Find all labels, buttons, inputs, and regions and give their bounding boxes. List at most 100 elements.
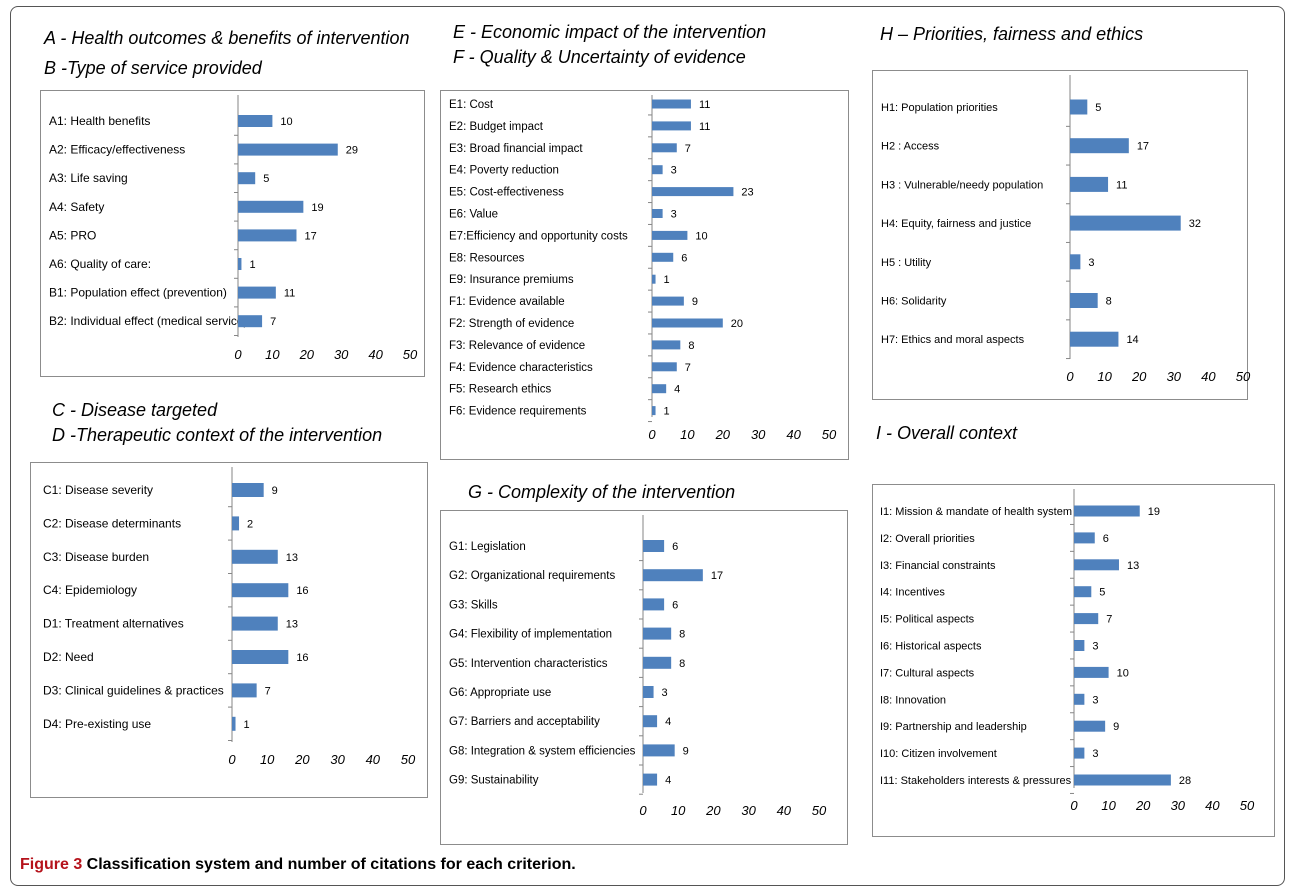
category-label: I6: Historical aspects bbox=[880, 641, 982, 653]
x-tick-label: 30 bbox=[1171, 798, 1186, 813]
bar bbox=[238, 172, 256, 185]
data-label: 14 bbox=[1126, 334, 1138, 346]
bar bbox=[232, 483, 264, 497]
bar bbox=[232, 683, 257, 698]
category-label: F1: Evidence available bbox=[449, 296, 565, 308]
bar bbox=[652, 121, 691, 131]
data-label: 28 bbox=[1179, 775, 1191, 787]
data-label: 9 bbox=[683, 745, 689, 757]
category-label: D3: Clinical guidelines & practices bbox=[43, 683, 224, 697]
category-label: H7: Ethics and moral aspects bbox=[881, 334, 1025, 346]
x-tick-label: 30 bbox=[1167, 369, 1182, 384]
data-label: 17 bbox=[711, 570, 723, 582]
category-label: G7: Barriers and acceptability bbox=[449, 716, 600, 728]
data-label: 6 bbox=[681, 252, 687, 264]
data-label: 11 bbox=[284, 288, 295, 300]
bar bbox=[1074, 747, 1085, 759]
figure-caption: Figure 3 Classification system and numbe… bbox=[20, 856, 576, 874]
bar bbox=[1070, 99, 1088, 115]
data-label: 5 bbox=[1095, 102, 1101, 114]
bar-chart-cd: C1: Disease severity 9 C2: Disease determi… bbox=[43, 467, 416, 767]
bar bbox=[1070, 138, 1129, 154]
category-label: I11: Stakeholders interests & pressures bbox=[880, 775, 1072, 787]
panel-title-a: A - Health outcomes & benefits of interv… bbox=[44, 28, 410, 48]
bar bbox=[652, 165, 663, 175]
bar bbox=[1070, 331, 1119, 347]
data-label: 16 bbox=[296, 585, 308, 597]
data-label: 1 bbox=[249, 259, 255, 271]
bar bbox=[643, 598, 665, 611]
category-label: E5: Cost-effectiveness bbox=[449, 187, 564, 199]
bar bbox=[643, 540, 665, 552]
data-label: 10 bbox=[280, 116, 292, 128]
data-label: 29 bbox=[346, 145, 358, 157]
bar bbox=[238, 143, 338, 156]
category-label: B1: Population effect (prevention) bbox=[49, 286, 227, 300]
category-label: C2: Disease determinants bbox=[43, 516, 181, 530]
category-label: F5: Research ethics bbox=[449, 384, 552, 396]
category-label: I4: Incentives bbox=[880, 587, 945, 599]
data-label: 1 bbox=[664, 406, 670, 418]
x-tick-label: 0 bbox=[648, 427, 656, 442]
x-tick-label: 0 bbox=[228, 752, 236, 767]
x-tick-label: 40 bbox=[777, 803, 792, 818]
category-label: G9: Sustainability bbox=[449, 775, 539, 787]
x-tick-label: 50 bbox=[812, 803, 827, 818]
x-tick-label: 20 bbox=[705, 803, 721, 818]
x-tick-label: 50 bbox=[822, 427, 837, 442]
bar-chart-h: H1: Population priorities 5 H2 : Access 17 H… bbox=[881, 75, 1251, 384]
bar bbox=[1074, 559, 1119, 571]
data-label: 13 bbox=[286, 552, 298, 564]
category-label: A1: Health benefits bbox=[49, 114, 150, 128]
data-label: 17 bbox=[304, 230, 316, 242]
category-label: E7:Efficiency and opportunity costs bbox=[449, 230, 628, 242]
x-tick-label: 30 bbox=[751, 427, 766, 442]
bar bbox=[643, 569, 703, 582]
category-label: F2: Strength of evidence bbox=[449, 318, 574, 330]
category-label: I10: Citizen involvement bbox=[880, 748, 997, 760]
x-tick-label: 20 bbox=[715, 427, 731, 442]
category-label: G2: Organizational requirements bbox=[449, 570, 615, 582]
data-label: 20 bbox=[731, 318, 743, 330]
bar bbox=[1074, 693, 1085, 705]
data-label: 4 bbox=[674, 384, 680, 396]
bar bbox=[643, 715, 658, 728]
bar bbox=[232, 650, 289, 664]
bar bbox=[652, 187, 734, 197]
figure-frame bbox=[10, 6, 1285, 886]
data-label: 3 bbox=[1088, 257, 1094, 269]
bar bbox=[643, 686, 654, 698]
data-label: 3 bbox=[671, 165, 677, 177]
bar bbox=[643, 744, 675, 757]
category-label: C1: Disease severity bbox=[43, 483, 153, 497]
bar bbox=[652, 99, 691, 109]
category-label: F6: Evidence requirements bbox=[449, 406, 587, 418]
data-label: 6 bbox=[1103, 533, 1109, 545]
category-label: G3: Skills bbox=[449, 599, 498, 611]
category-label: B2: Individual effect (medical service) bbox=[49, 314, 248, 328]
data-label: 3 bbox=[1092, 641, 1098, 653]
chart-panel-ef: E1: Cost 11 E2: Budget impact 11 E3: Broad f… bbox=[440, 90, 849, 460]
x-tick-label: 30 bbox=[741, 803, 756, 818]
panel-title-f: F - Quality & Uncertainty of evidence bbox=[453, 47, 746, 67]
bar bbox=[1070, 176, 1109, 192]
data-label: 8 bbox=[1106, 296, 1112, 308]
data-label: 7 bbox=[685, 143, 691, 155]
category-label: A4: Safety bbox=[49, 200, 104, 214]
x-tick-label: 10 bbox=[1097, 369, 1112, 384]
bar bbox=[238, 258, 242, 270]
category-label: D1: Treatment alternatives bbox=[43, 617, 184, 631]
category-label: F4: Evidence characteristics bbox=[449, 362, 593, 374]
category-label: G6: Appropriate use bbox=[449, 687, 551, 699]
x-tick-label: 10 bbox=[680, 427, 695, 442]
panel-title-h: H – Priorities, fairness and ethics bbox=[880, 24, 1144, 44]
panel-title-i: I - Overall context bbox=[876, 423, 1018, 443]
x-tick-label: 0 bbox=[1070, 798, 1078, 813]
x-tick-label: 20 bbox=[299, 347, 315, 362]
category-label: A6: Quality of care: bbox=[49, 257, 151, 271]
x-tick-label: 20 bbox=[1131, 369, 1147, 384]
bar bbox=[1070, 293, 1098, 308]
category-label: D2: Need bbox=[43, 650, 94, 664]
category-label: G8: Integration & system efficiencies bbox=[449, 745, 636, 757]
chart-panel-cd: C1: Disease severity 9 C2: Disease determi… bbox=[30, 462, 428, 798]
